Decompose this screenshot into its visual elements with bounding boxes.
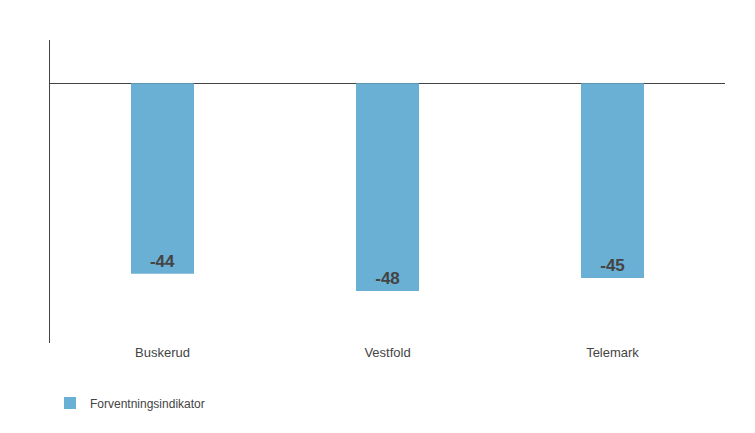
svg-text:Telemark: Telemark bbox=[586, 345, 639, 360]
svg-text:Forventningsindikator: Forventningsindikator bbox=[90, 397, 205, 411]
svg-text:Buskerud: Buskerud bbox=[135, 345, 190, 360]
svg-text:-48: -48 bbox=[375, 269, 400, 288]
svg-text:-44: -44 bbox=[150, 252, 175, 271]
svg-text:Vestfold: Vestfold bbox=[364, 345, 410, 360]
svg-text:-45: -45 bbox=[600, 256, 625, 275]
